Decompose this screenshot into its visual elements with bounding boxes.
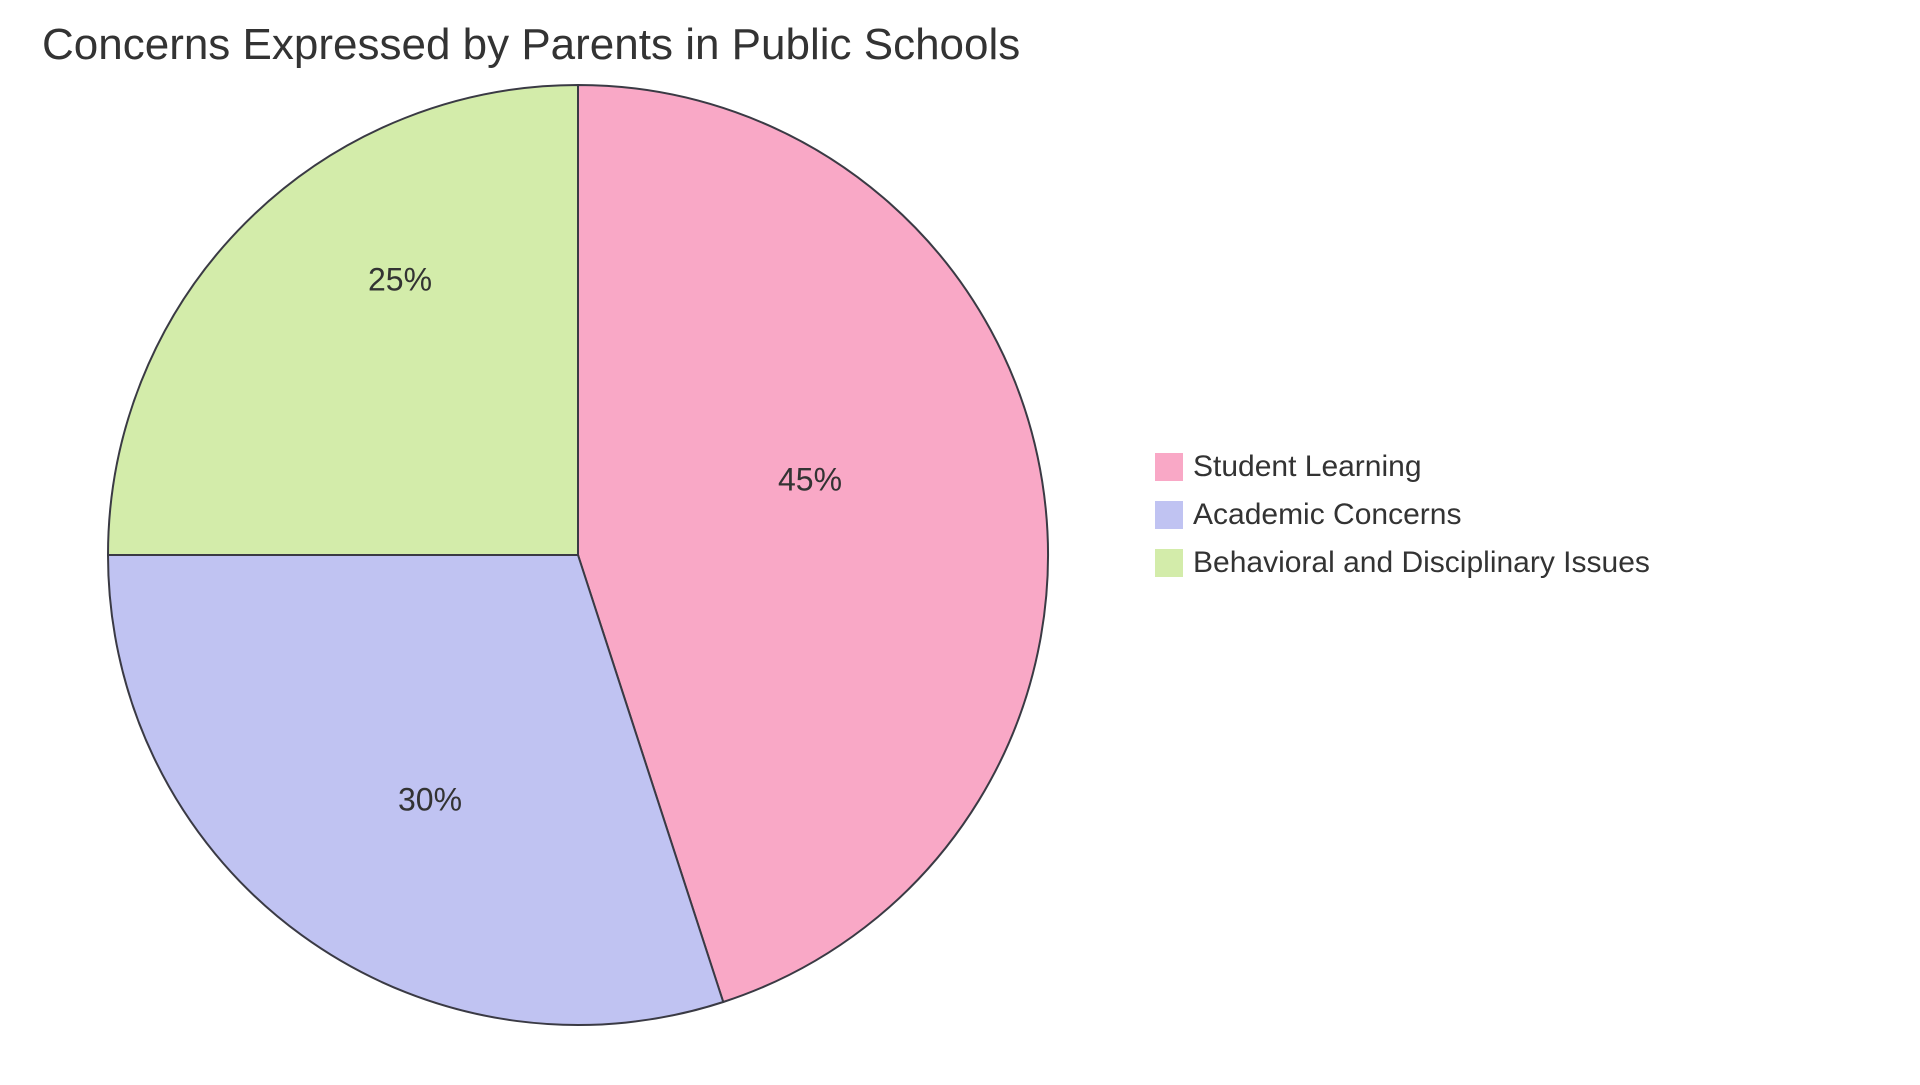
legend-item: Behavioral and Disciplinary Issues (1155, 546, 1650, 580)
legend-swatch (1155, 501, 1183, 529)
legend: Student Learning Academic Concerns Behavio… (1155, 450, 1650, 580)
legend-label: Student Learning (1193, 450, 1422, 484)
pie-slice (108, 85, 578, 555)
chart-container: Concerns Expressed by Parents in Public … (0, 0, 1920, 1080)
legend-item: Academic Concerns (1155, 498, 1650, 532)
legend-swatch (1155, 453, 1183, 481)
pie-slice-label: 45% (778, 462, 842, 499)
pie-slice-label: 25% (368, 262, 432, 299)
pie-slice-label: 30% (398, 782, 462, 819)
legend-swatch (1155, 549, 1183, 577)
legend-label: Behavioral and Disciplinary Issues (1193, 546, 1650, 580)
legend-label: Academic Concerns (1193, 498, 1461, 532)
legend-item: Student Learning (1155, 450, 1650, 484)
